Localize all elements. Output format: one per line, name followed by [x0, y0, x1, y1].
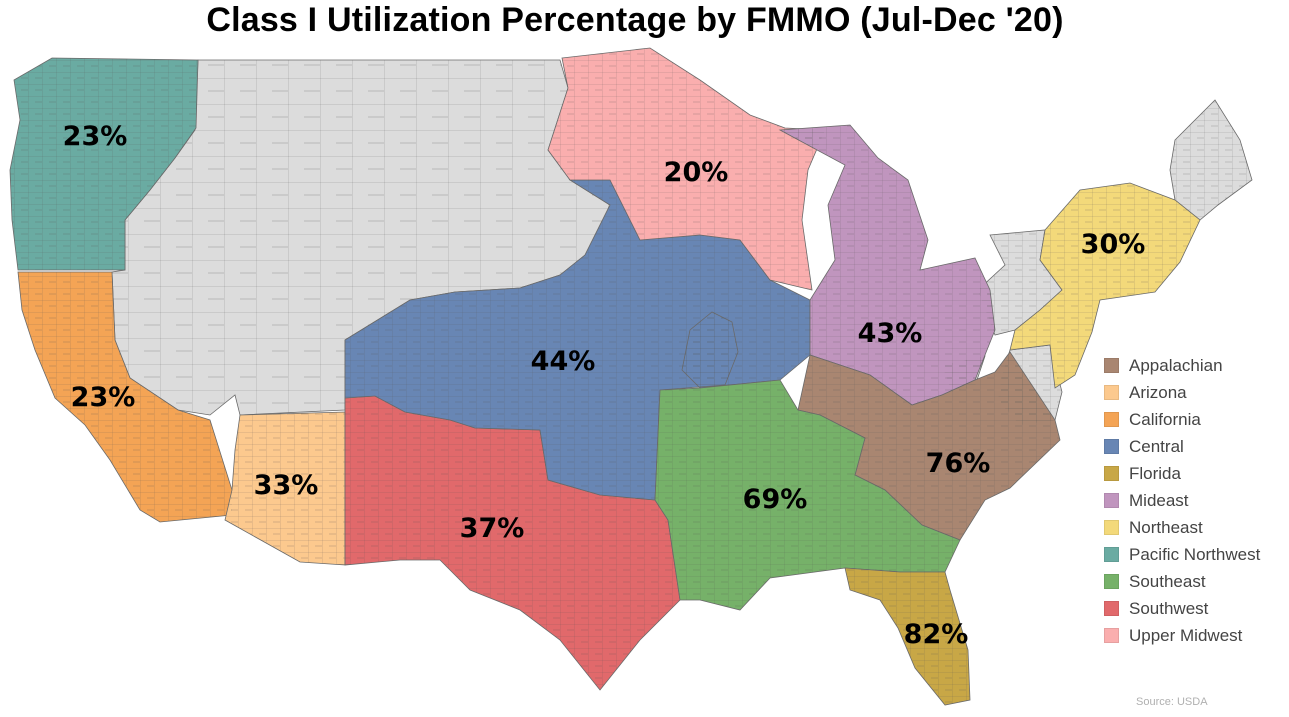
county-grid	[18, 272, 232, 522]
legend-label: Southeast	[1129, 571, 1206, 591]
legend-swatch	[1104, 547, 1119, 562]
legend-swatch	[1104, 412, 1119, 427]
legend-swatch	[1104, 439, 1119, 454]
legend-label: Pacific Northwest	[1129, 544, 1261, 564]
legend-swatch	[1104, 628, 1119, 643]
legend-label: California	[1129, 409, 1201, 429]
legend-item-central: Central	[1104, 433, 1260, 460]
county-grid	[10, 58, 198, 270]
map-title: Class I Utilization Percentage by FMMO (…	[206, 1, 1064, 39]
label-southwest: 37%	[460, 513, 525, 544]
legend-item-mideast: Mideast	[1104, 487, 1260, 514]
county-grid	[1010, 183, 1200, 388]
county-boundaries	[10, 48, 1252, 705]
county-grid	[345, 396, 680, 690]
legend-item-upper-midwest: Upper Midwest	[1104, 622, 1260, 649]
legend-item-florida: Florida	[1104, 460, 1260, 487]
label-southeast: 69%	[743, 484, 808, 515]
legend-swatch	[1104, 493, 1119, 508]
legend-label: Upper Midwest	[1129, 625, 1243, 645]
label-upper-midwest: 20%	[664, 157, 729, 188]
legend-item-southwest: Southwest	[1104, 595, 1260, 622]
label-pacific-northwest: 23%	[63, 121, 128, 152]
county-grid	[345, 180, 810, 500]
legend-label: Northeast	[1129, 517, 1203, 537]
legend-swatch	[1104, 385, 1119, 400]
county-grid	[978, 230, 1062, 335]
county-grid	[548, 48, 825, 290]
legend-label: Appalachian	[1129, 355, 1223, 375]
legend-swatch	[1104, 466, 1119, 481]
county-grid	[798, 352, 1060, 540]
legend-swatch	[1104, 574, 1119, 589]
percentage-labels: 23% 23% 33% 37% 44% 20% 43% 30% 76% 69% …	[63, 121, 1146, 650]
label-central: 44%	[531, 346, 596, 377]
legend-item-arizona: Arizona	[1104, 379, 1260, 406]
county-grid	[112, 60, 610, 415]
label-arizona: 33%	[254, 470, 319, 501]
source-note: Source: USDA	[1136, 696, 1208, 708]
legend-item-northeast: Northeast	[1104, 514, 1260, 541]
county-grid	[780, 125, 995, 405]
legend-label: Mideast	[1129, 490, 1189, 510]
legend-swatch	[1104, 358, 1119, 373]
legend-item-appalachian: Appalachian	[1104, 352, 1260, 379]
legend-label: Florida	[1129, 463, 1181, 483]
label-northeast: 30%	[1081, 229, 1146, 260]
legend-item-california: California	[1104, 406, 1260, 433]
county-grid	[1170, 100, 1252, 220]
county-grid	[655, 380, 960, 610]
label-california: 23%	[71, 382, 136, 413]
label-florida: 82%	[904, 619, 969, 650]
legend-item-southeast: Southeast	[1104, 568, 1260, 595]
county-grid	[225, 412, 345, 565]
legend-swatch	[1104, 520, 1119, 535]
label-mideast: 43%	[858, 318, 923, 349]
legend: Appalachian Arizona California Central F…	[1104, 352, 1260, 649]
legend-swatch	[1104, 601, 1119, 616]
legend-item-pacific-northwest: Pacific Northwest	[1104, 541, 1260, 568]
label-appalachian: 76%	[926, 448, 991, 479]
legend-label: Arizona	[1129, 382, 1187, 402]
legend-label: Central	[1129, 436, 1184, 456]
legend-label: Southwest	[1129, 598, 1209, 618]
county-grid	[845, 568, 970, 705]
